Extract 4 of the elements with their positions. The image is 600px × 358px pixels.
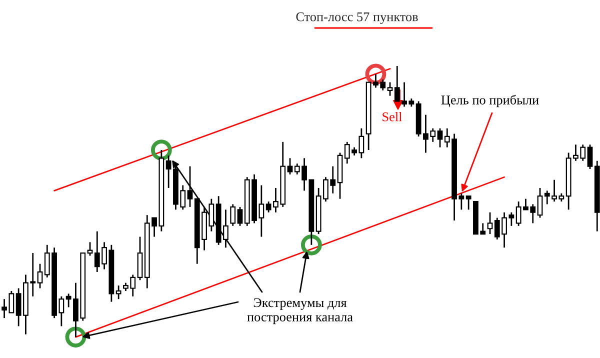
annotation: Экстремумы для построения канала — [247, 298, 353, 324]
annotation: Цель по прибыли — [441, 94, 539, 108]
chart-title: Стоп-лосс 57 пунктов — [296, 12, 418, 24]
annotation: Sell — [382, 112, 402, 122]
